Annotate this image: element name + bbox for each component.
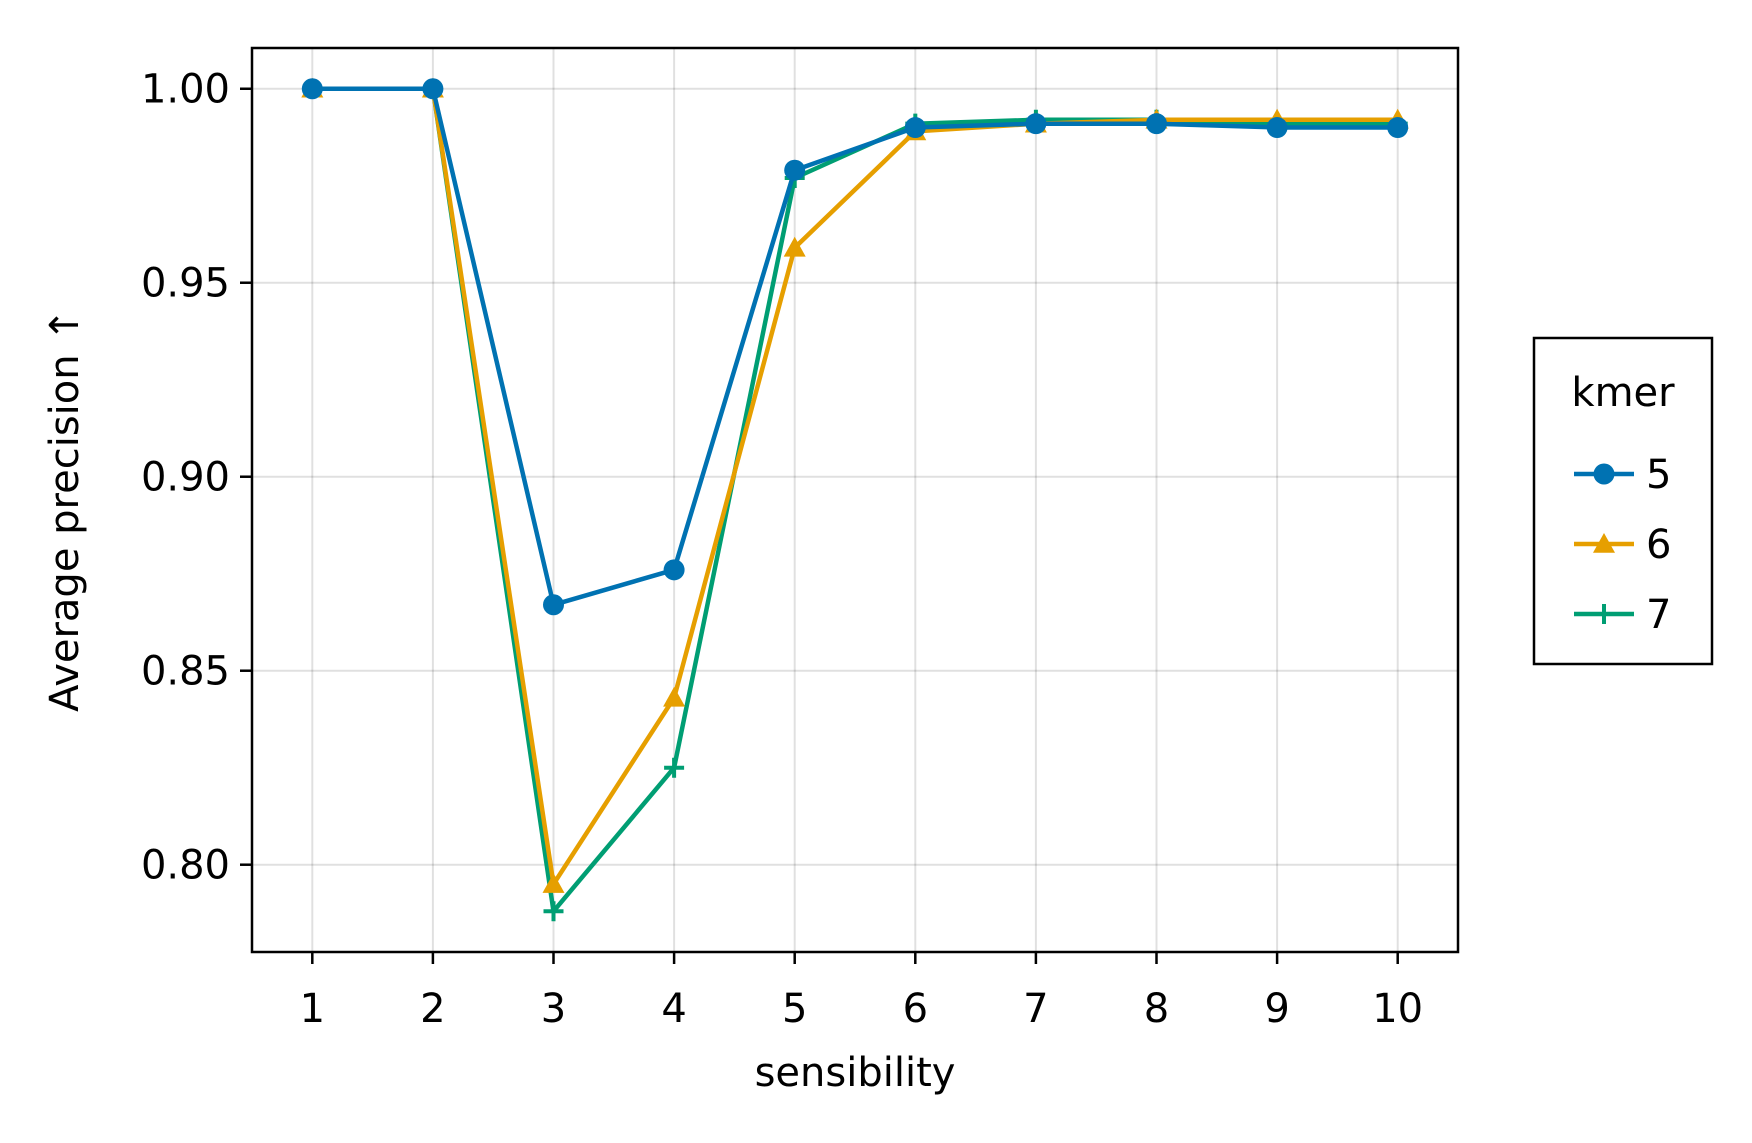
data-point-6 [542, 873, 565, 893]
x-tick-label: 9 [1264, 986, 1289, 1032]
y-tick-label: 0.90 [141, 455, 230, 501]
legend-label: 7 [1646, 592, 1671, 638]
legend-label: 5 [1646, 452, 1671, 498]
data-point-5 [543, 594, 564, 616]
data-point-5 [1146, 113, 1167, 135]
data-point-5 [422, 78, 444, 100]
series-line-6 [312, 86, 1398, 887]
data-point-6 [783, 236, 806, 257]
x-tick-label: 10 [1372, 986, 1423, 1032]
legend-box [1532, 336, 1714, 666]
axis-ticks: 1 2 3 4 5 6 7 8 9 10 0.80 0.85 0.90 0.95 1.00 [141, 67, 1423, 1032]
data-point-7 [543, 901, 564, 922]
data-point-5 [1266, 117, 1288, 139]
legend: kmer 5 6 7 [1532, 336, 1714, 666]
x-tick-label: 7 [1023, 986, 1048, 1032]
data-point-5 [1025, 113, 1047, 135]
x-tick-label: 3 [541, 986, 566, 1032]
y-tick-label: 0.85 [141, 649, 230, 695]
x-tick-label: 4 [661, 986, 686, 1032]
y-tick-label: 0.80 [141, 843, 230, 889]
data-point-7 [664, 757, 685, 778]
legend-title: kmer [1571, 370, 1675, 416]
legend-swatch-marker [1594, 604, 1614, 624]
y-tick-label: 0.95 [141, 261, 230, 307]
data-point-5 [784, 159, 806, 181]
x-tick-label: 8 [1144, 986, 1169, 1032]
plot-frame [250, 46, 1460, 954]
legend-items: 5 6 7 [1574, 452, 1671, 638]
x-tick-label: 2 [420, 986, 445, 1032]
data-point-5 [904, 117, 926, 139]
x-tick-label: 6 [903, 986, 928, 1032]
x-tick-label: 5 [782, 986, 807, 1032]
data-point-5 [1387, 117, 1409, 139]
legend-swatch-marker [1593, 463, 1615, 485]
legend-label: 6 [1646, 522, 1671, 568]
legend-swatch-marker [1593, 533, 1615, 553]
legend-item-6: 6 [1574, 522, 1671, 568]
grid-lines [252, 48, 1458, 952]
series-layer [301, 77, 1409, 922]
legend-item-5: 5 [1574, 452, 1671, 498]
series-5 [301, 78, 1409, 616]
series-line-5 [312, 86, 1398, 608]
legend-item-7: 7 [1574, 592, 1671, 638]
y-tick-label: 1.00 [141, 67, 230, 113]
x-tick-label: 1 [300, 986, 325, 1032]
data-point-5 [663, 559, 685, 581]
y-axis-label: Average precision ↑ [42, 308, 88, 712]
x-axis-label: sensibility [755, 1050, 956, 1096]
data-point-5 [301, 78, 323, 100]
data-point-6 [663, 686, 686, 707]
